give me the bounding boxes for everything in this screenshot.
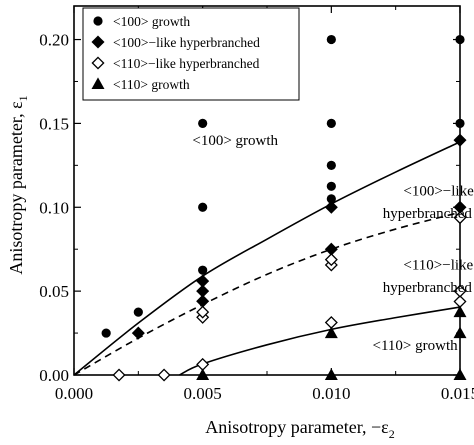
data-point-series-1 bbox=[455, 118, 465, 129]
data-point-series-3 bbox=[157, 368, 171, 382]
data-point-series-1 bbox=[198, 265, 208, 275]
x-axis-title-subscript: 2 bbox=[389, 427, 395, 441]
region-label: hyperbranched bbox=[383, 206, 473, 222]
boundary-curve-solid bbox=[73, 141, 461, 376]
data-point-series-1 bbox=[326, 34, 336, 45]
data-point-series-4 bbox=[324, 368, 338, 381]
legend-label: <100>−like hyperbranched bbox=[113, 35, 260, 50]
y-tick-label: 0.10 bbox=[39, 198, 69, 217]
data-point-series-2 bbox=[324, 200, 338, 214]
legend-label: <100> growth bbox=[113, 14, 190, 29]
x-tick-label: 0.000 bbox=[55, 384, 93, 403]
x-axis-title-text: Anisotropy parameter, −ε bbox=[205, 417, 389, 437]
data-point-series-1 bbox=[198, 202, 208, 212]
x-axis-title: Anisotropy parameter, −ε2 bbox=[205, 417, 394, 441]
data-point-series-3 bbox=[453, 284, 467, 298]
x-tick-label: 0.010 bbox=[312, 384, 350, 403]
legend-label: <110>−like hyperbranched bbox=[113, 56, 260, 71]
region-label: <110> growth bbox=[373, 338, 459, 354]
data-point-series-2 bbox=[453, 133, 467, 147]
data-point-series-4 bbox=[453, 326, 467, 339]
data-point-series-1 bbox=[326, 160, 336, 170]
region-annotations: <100> growth <100>−like hyperbranched <110>… bbox=[192, 133, 474, 354]
data-point-series-2 bbox=[196, 274, 210, 288]
data-point-series-3 bbox=[324, 253, 338, 267]
data-point-series-1 bbox=[133, 307, 143, 317]
y-axis-title: Anisotropy parameter, ε1 bbox=[6, 95, 30, 274]
legend-label: <110> growth bbox=[113, 77, 190, 92]
y-tick-label: 0.15 bbox=[39, 114, 69, 133]
data-point-series-1 bbox=[326, 118, 336, 129]
region-label: <110>−like bbox=[403, 257, 473, 273]
data-point-series-1 bbox=[326, 181, 336, 191]
data-point-series-4 bbox=[453, 305, 467, 318]
data-point-series-3 bbox=[453, 211, 467, 225]
x-tick-label: 0.015 bbox=[441, 384, 474, 403]
y-axis-title-text: Anisotropy parameter, ε bbox=[6, 101, 26, 275]
legend-items: <100> growth <100>−like hyperbranched <110… bbox=[91, 14, 260, 92]
data-point-series-2 bbox=[196, 284, 210, 298]
region-label: <100> growth bbox=[192, 133, 278, 149]
legend-marker-1 bbox=[93, 16, 103, 26]
region-label: <100>−like bbox=[403, 184, 474, 200]
y-axis-title-subscript: 1 bbox=[16, 95, 30, 101]
legend: <100> growth <100>−like hyperbranched <110… bbox=[82, 7, 300, 101]
data-points bbox=[101, 34, 467, 382]
legend-marker-3 bbox=[91, 56, 105, 70]
data-point-series-2 bbox=[131, 326, 145, 340]
legend-marker-2 bbox=[91, 35, 105, 49]
data-point-series-3 bbox=[112, 368, 126, 382]
y-tick-label: 0.00 bbox=[39, 366, 69, 385]
data-point-series-4 bbox=[453, 368, 467, 381]
y-tick-label: 0.05 bbox=[39, 282, 69, 301]
region-label: hyperbranched bbox=[383, 280, 473, 296]
data-point-series-4 bbox=[324, 326, 338, 339]
data-point-series-4 bbox=[196, 368, 210, 381]
data-point-series-1 bbox=[455, 34, 465, 45]
data-point-series-1 bbox=[198, 118, 208, 129]
data-point-series-1 bbox=[101, 328, 111, 338]
x-tick-label: 0.005 bbox=[184, 384, 222, 403]
axis-tick-labels: 0.000 0.005 0.010 0.015 0.00 0.05 0.10 0.15 0.20 bbox=[39, 31, 474, 403]
data-point-series-1 bbox=[326, 194, 336, 204]
legend-frame bbox=[82, 7, 300, 101]
y-tick-label: 0.20 bbox=[39, 31, 69, 50]
legend-marker-4 bbox=[91, 77, 105, 90]
data-point-series-3 bbox=[196, 305, 210, 319]
